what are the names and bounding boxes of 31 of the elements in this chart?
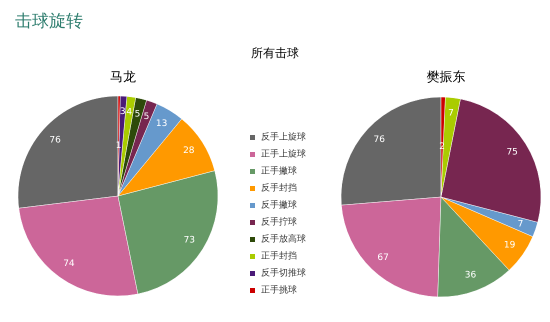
- data-label: 4: [126, 108, 132, 118]
- data-label: 5: [144, 112, 150, 122]
- data-label: 2: [439, 142, 445, 152]
- data-label: 67: [377, 252, 389, 263]
- legend-label: 正手撇球: [261, 166, 297, 176]
- data-label: 7: [448, 108, 454, 119]
- data-label: 7: [518, 219, 524, 230]
- data-label: 19: [504, 240, 516, 250]
- legend-label: 正手封挡: [261, 250, 297, 262]
- slice-label: 马龙: [110, 70, 136, 85]
- data-label: 5: [134, 109, 140, 120]
- legend-label: 反手上旋球: [261, 132, 306, 142]
- data-label: 74: [63, 259, 75, 270]
- legend-label: 反手切推球: [261, 268, 306, 278]
- data-label: 76: [374, 135, 386, 146]
- slice-label: 樊振东: [426, 70, 466, 85]
- legend-label: 反手放高球: [261, 234, 306, 244]
- legend-label: 反手封挡: [261, 182, 297, 194]
- legend-label: 正手挑球: [261, 284, 297, 296]
- data-label: 28: [183, 146, 195, 156]
- data-label: 76: [49, 135, 62, 146]
- data-label: 13: [156, 119, 168, 130]
- data-label: 36: [464, 270, 476, 281]
- data-label: 73: [184, 235, 196, 246]
- data-label: 3: [120, 107, 126, 118]
- data-label: 75: [506, 147, 518, 158]
- chart-subtitle: 所有击球: [251, 46, 299, 60]
- legend-label: 反手撇球: [261, 200, 297, 210]
- legend-label: 反手拧球: [261, 216, 297, 228]
- legend-label: 正手上旋球: [261, 148, 306, 160]
- chart-title: 击球旋转: [15, 12, 83, 32]
